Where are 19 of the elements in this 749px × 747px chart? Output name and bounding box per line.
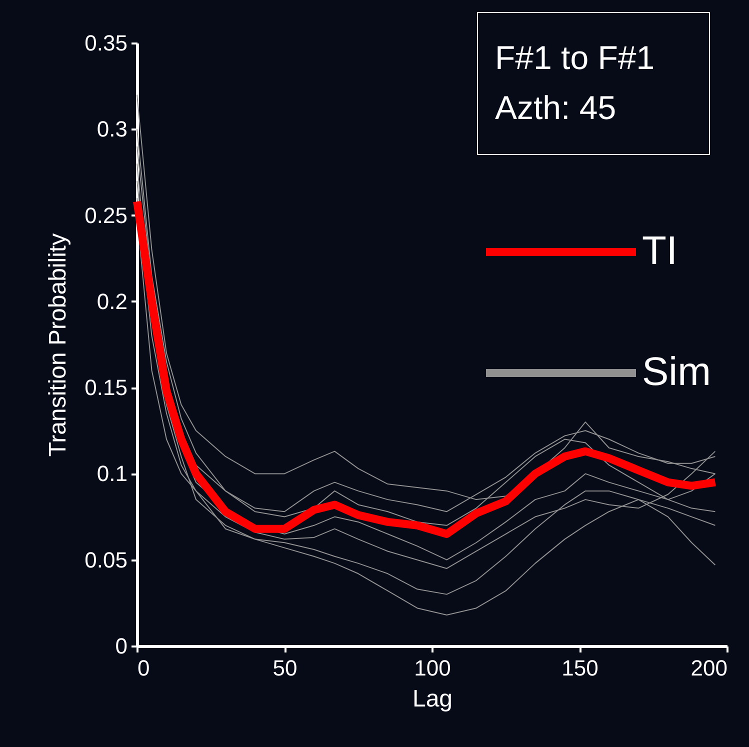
y-tick-label: 0.25 xyxy=(84,202,128,228)
x-tick-label: 200 xyxy=(690,656,728,680)
y-axis-title: Transition Probability xyxy=(44,233,72,457)
y-tick-label: 0.3 xyxy=(96,116,128,142)
y-tick-label: 0.15 xyxy=(84,375,128,400)
x-tick-label: 150 xyxy=(562,656,598,680)
annotation: F#1 to F#1 xyxy=(495,38,656,78)
y-tick-label: 0.1 xyxy=(96,461,128,486)
y-tick-label: 0 xyxy=(115,634,128,658)
x-tick-label: 50 xyxy=(272,656,298,680)
legend-label: Sim xyxy=(642,350,711,394)
x-tick-label: 100 xyxy=(414,656,451,680)
y-tick-label: 0.35 xyxy=(84,30,128,56)
x-axis-title: Lag xyxy=(412,686,453,712)
y-tick-label: 0.05 xyxy=(84,547,128,572)
x-tick-label: 0 xyxy=(138,656,150,680)
y-tick-label: 0.2 xyxy=(96,288,128,314)
legend-label: TI xyxy=(642,229,678,273)
annotation: Azth: 45 xyxy=(495,88,618,128)
